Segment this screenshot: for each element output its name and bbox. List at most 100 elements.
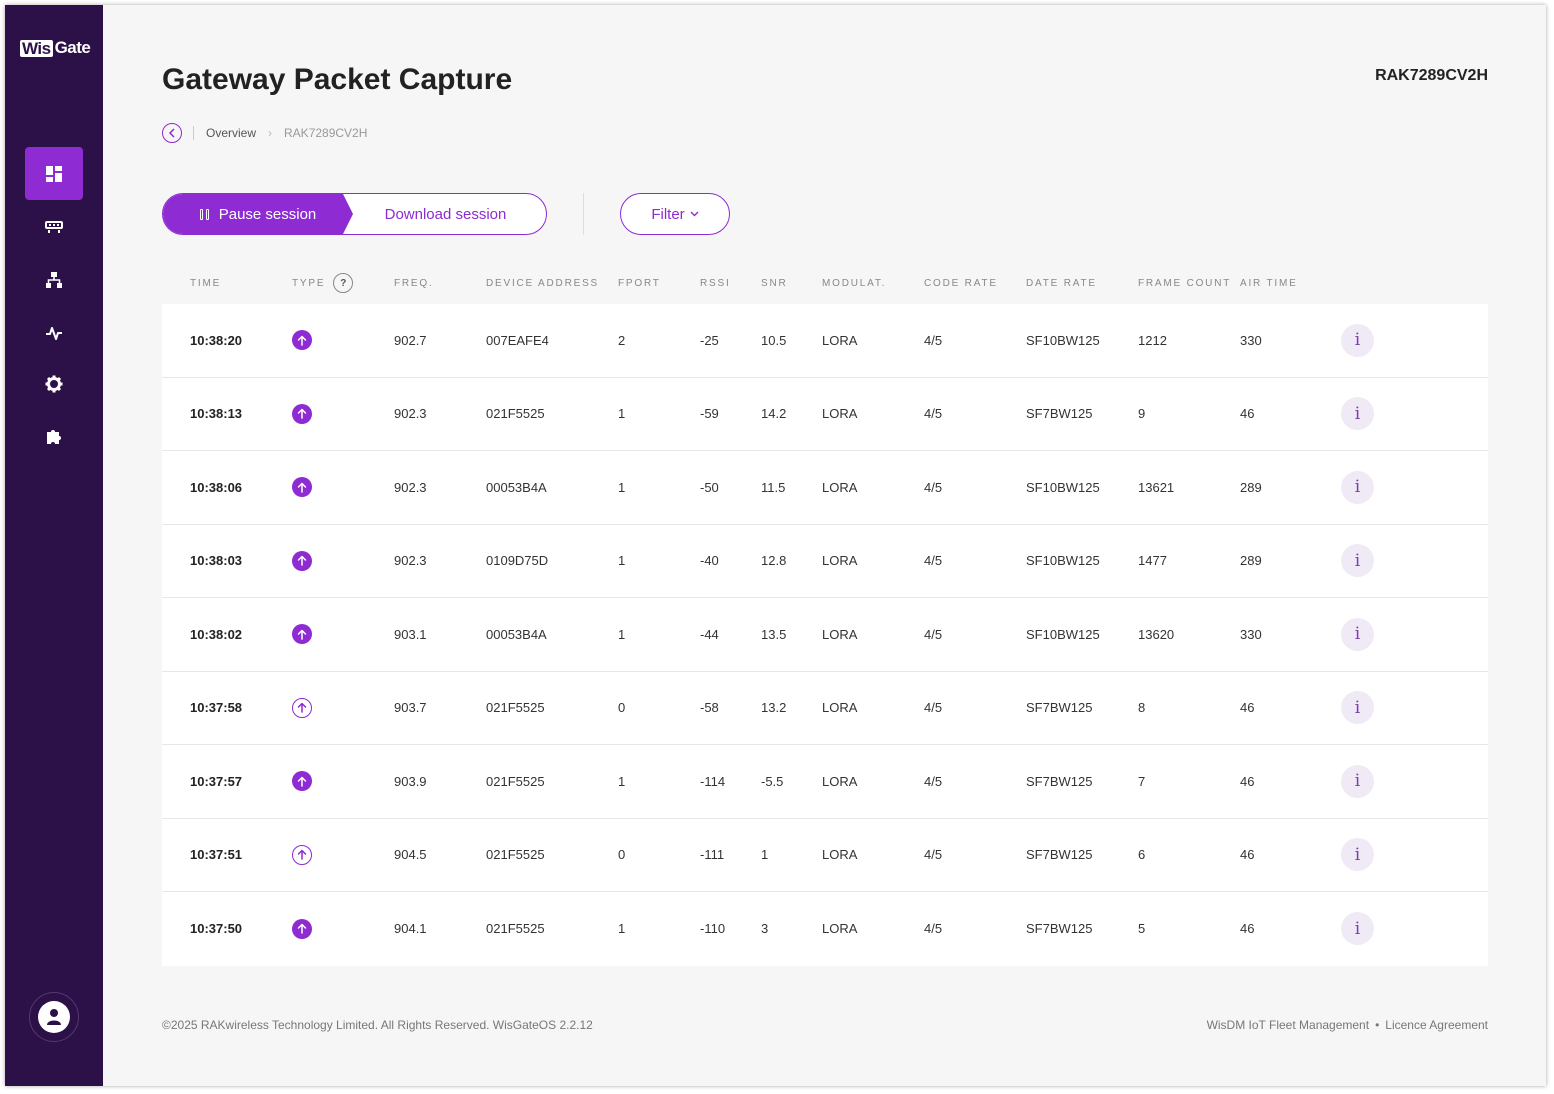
cell-rssi: -111 [700, 847, 725, 863]
footer: ©2025 RAKwireless Technology Limited. Al… [162, 1018, 1488, 1032]
info-button[interactable]: i [1341, 397, 1374, 431]
cell-rssi: -25 [700, 332, 719, 348]
cell-date-rate: SF7BW125 [1026, 406, 1093, 422]
col-modulation: MODULAT. [822, 277, 887, 289]
col-type-label: TYPE [292, 277, 326, 289]
cell-device-address: 021F5525 [486, 773, 545, 789]
cell-modulation: LORA [822, 626, 858, 642]
cell-time: 10:37:50 [190, 921, 243, 937]
cell-frame-count: 5 [1138, 921, 1146, 937]
uplink-arrow-icon [292, 403, 312, 424]
help-icon[interactable]: ? [333, 273, 354, 293]
cell-freq: 903.7 [394, 700, 427, 716]
cell-date-rate: SF7BW125 [1026, 773, 1093, 789]
cell-snr: 3 [761, 921, 769, 937]
cell-air-time: 46 [1240, 406, 1255, 422]
uplink-arrow-icon [292, 771, 312, 792]
cell-fport: 2 [618, 332, 626, 348]
col-fport: FPORT [618, 277, 661, 289]
cell-frame-count: 7 [1138, 773, 1146, 789]
cell-frame-count: 1477 [1138, 553, 1167, 569]
chevron-right-icon: › [268, 126, 273, 140]
cell-details: i [1341, 451, 1374, 524]
col-time: TIME [190, 277, 222, 289]
table-row: 10:38:02 903.1 00053B4A 1 -44 13.5 LORA 4/5 SF10… [162, 598, 1488, 672]
cell-modulation: LORA [822, 921, 858, 937]
cell-details: i [1341, 304, 1374, 377]
cell-freq: 902.7 [394, 332, 427, 348]
pause-icon [199, 208, 209, 220]
breadcrumb-overview[interactable]: Overview [206, 126, 257, 140]
cell-code-rate: 4/5 [924, 773, 943, 789]
cell-air-time: 330 [1240, 332, 1262, 348]
footer-separator: • [1375, 1018, 1380, 1032]
cell-rssi: -59 [700, 406, 719, 422]
download-session-button[interactable]: Download session [384, 205, 507, 223]
uplink-arrow-icon [292, 844, 312, 865]
cell-device-address: 00053B4A [486, 626, 547, 642]
app-window: Wis Gate [5, 5, 1546, 1086]
table-row: 10:37:51 904.5 021F5525 0 -111 1 LORA 4/5 SF7BW1… [162, 819, 1488, 892]
cell-modulation: LORA [822, 700, 858, 716]
cell-freq: 902.3 [394, 406, 427, 422]
cell-freq: 902.3 [394, 479, 427, 495]
pause-session-button[interactable]: Pause session [163, 194, 353, 234]
info-button[interactable]: i [1341, 764, 1374, 798]
nav-network[interactable] [25, 253, 83, 306]
cell-code-rate: 4/5 [924, 479, 943, 495]
cell-time: 10:38:20 [190, 332, 243, 348]
info-button[interactable]: i [1341, 912, 1374, 946]
info-button[interactable]: i [1341, 323, 1374, 357]
uplink-arrow-icon [292, 624, 312, 645]
back-button[interactable] [162, 123, 182, 143]
cell-air-time: 46 [1240, 921, 1255, 937]
table-row: 10:38:13 902.3 021F5525 1 -59 14.2 LORA 4/5 SF7B… [162, 378, 1488, 451]
wisgate-logo[interactable]: Wis Gate [20, 38, 91, 58]
info-button[interactable]: i [1341, 691, 1374, 725]
col-type: TYPE ? [292, 263, 354, 303]
cell-code-rate: 4/5 [924, 626, 943, 642]
licence-link[interactable]: Licence Agreement [1385, 1018, 1488, 1032]
info-button[interactable]: i [1341, 470, 1374, 504]
cell-snr: 1 [761, 847, 769, 863]
nav-extensions[interactable] [25, 409, 83, 462]
cell-details: i [1341, 672, 1374, 745]
cell-code-rate: 4/5 [924, 847, 943, 863]
cell-details: i [1341, 819, 1374, 892]
nav-activity[interactable] [25, 306, 83, 359]
footer-links: WisDM IoT Fleet Management • Licence Agree… [1207, 1018, 1488, 1032]
nav-settings[interactable] [25, 357, 83, 410]
uplink-arrow-icon [292, 477, 312, 498]
cell-rssi: -58 [700, 700, 719, 716]
uplink-arrow-icon [292, 330, 312, 351]
table-row: 10:37:50 904.1 021F5525 1 -110 3 LORA 4/5 SF7BW1… [162, 892, 1488, 966]
wisdm-link[interactable]: WisDM IoT Fleet Management [1206, 1018, 1370, 1032]
cell-frame-count: 1212 [1138, 332, 1167, 348]
cell-modulation: LORA [822, 479, 858, 495]
cell-device-address: 00053B4A [486, 479, 547, 495]
cell-device-address: 021F5525 [486, 700, 545, 716]
chevron-left-icon [168, 128, 175, 138]
nav-dashboard[interactable] [25, 147, 83, 200]
info-button[interactable]: i [1341, 617, 1374, 651]
cell-freq: 903.9 [394, 773, 427, 789]
cell-date-rate: SF10BW125 [1026, 479, 1100, 495]
col-snr: SNR [761, 277, 788, 289]
cell-date-rate: SF7BW125 [1026, 700, 1093, 716]
cell-type [292, 525, 312, 598]
cell-snr: 10.5 [761, 332, 787, 348]
cell-device-address: 007EAFE4 [486, 332, 549, 348]
info-button[interactable]: i [1341, 838, 1374, 872]
col-code-rate: CODE RATE [924, 277, 998, 289]
cell-time: 10:37:57 [190, 773, 243, 789]
user-menu-button[interactable] [29, 992, 79, 1042]
nav-gateway[interactable] [25, 200, 83, 253]
cell-frame-count: 6 [1138, 847, 1146, 863]
cell-time: 10:37:51 [190, 847, 243, 863]
cell-details: i [1341, 525, 1374, 598]
info-button[interactable]: i [1341, 544, 1374, 578]
table-row: 10:38:06 902.3 00053B4A 1 -50 11.5 LORA 4/5 SF10… [162, 451, 1488, 525]
cell-air-time: 289 [1240, 479, 1262, 495]
cell-details: i [1341, 378, 1374, 451]
filter-button[interactable]: Filter [620, 193, 730, 235]
